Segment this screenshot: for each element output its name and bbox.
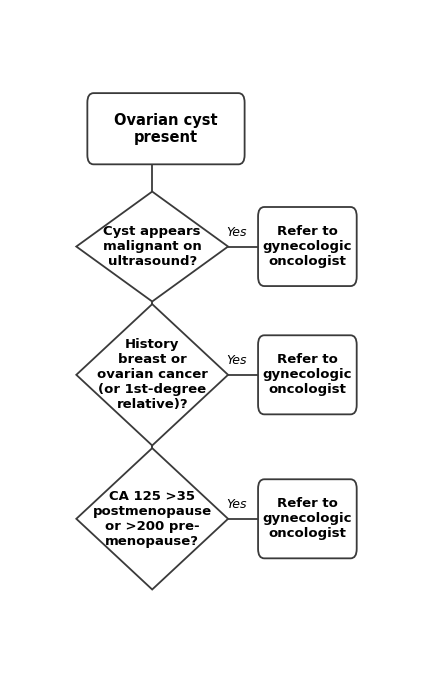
Text: Refer to
gynecologic
oncologist: Refer to gynecologic oncologist bbox=[263, 354, 352, 396]
Text: Yes: Yes bbox=[227, 354, 247, 367]
FancyBboxPatch shape bbox=[258, 479, 357, 558]
Text: Refer to
gynecologic
oncologist: Refer to gynecologic oncologist bbox=[263, 497, 352, 541]
Text: Cyst appears
malignant on
ultrasound?: Cyst appears malignant on ultrasound? bbox=[103, 225, 202, 268]
Text: Yes: Yes bbox=[227, 498, 247, 511]
FancyBboxPatch shape bbox=[258, 207, 357, 286]
Text: Refer to
gynecologic
oncologist: Refer to gynecologic oncologist bbox=[263, 225, 352, 268]
FancyBboxPatch shape bbox=[87, 93, 245, 165]
Text: History
breast or
ovarian cancer
(or 1st-degree
relative)?: History breast or ovarian cancer (or 1st… bbox=[97, 339, 208, 411]
Text: Ovarian cyst
present: Ovarian cyst present bbox=[114, 112, 218, 145]
FancyBboxPatch shape bbox=[258, 335, 357, 414]
Text: Yes: Yes bbox=[227, 226, 247, 239]
Text: CA 125 >35
postmenopause
or >200 pre-
menopause?: CA 125 >35 postmenopause or >200 pre- me… bbox=[93, 490, 212, 548]
Polygon shape bbox=[77, 448, 228, 590]
Polygon shape bbox=[77, 192, 228, 301]
Polygon shape bbox=[77, 304, 228, 445]
